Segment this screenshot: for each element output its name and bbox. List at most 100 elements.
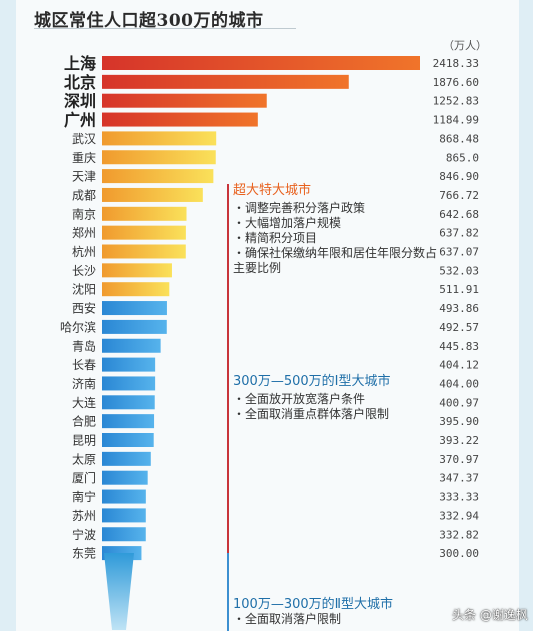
bar (102, 93, 267, 108)
category-label: 广州 (64, 111, 96, 130)
category-label: 南宁 (72, 489, 96, 504)
annotation-type1-city: 300万—500万的Ⅰ型大城市 ・全面放开放宽落户条件 ・全面取消重点群体落户限… (233, 374, 473, 422)
divider-line-tier2 (227, 357, 229, 553)
value-label: 493.86 (439, 302, 479, 315)
bar (102, 470, 148, 485)
bar (102, 56, 420, 70)
annotation-type2-heading: 100万—300万的Ⅱ型大城市 (233, 597, 394, 612)
category-label: 杭州 (72, 244, 96, 259)
value-label: 766.72 (439, 189, 479, 202)
bar (102, 489, 146, 504)
annotation-item: ・确保社保缴纳年限和居住年限分数占主要比例 (233, 246, 438, 275)
annotation-item: ・全面取消重点群体落户限制 (233, 407, 390, 421)
value-label: 333.33 (439, 491, 479, 504)
value-label: 511.91 (439, 283, 479, 296)
panel-background (16, 0, 519, 631)
annotation-item: ・全面放开放宽落户条件 (233, 392, 366, 406)
annotation-type2-city: 100万—300万的Ⅱ型大城市 ・全面取消落户限制 (233, 597, 473, 627)
value-label: 370.97 (439, 453, 479, 466)
bar (102, 338, 161, 353)
category-label: 长沙 (72, 264, 96, 278)
divider-line-tier3 (227, 553, 229, 631)
bar (102, 244, 186, 259)
category-label: 重庆 (72, 151, 96, 165)
bar (102, 206, 187, 221)
category-label: 苏州 (72, 509, 96, 523)
value-label: 332.82 (439, 528, 479, 541)
category-label: 济南 (72, 376, 96, 391)
title-underline (34, 28, 296, 29)
value-label: 332.94 (439, 509, 479, 522)
category-label: 北京 (64, 73, 96, 92)
divider-line-tier1 (227, 184, 229, 358)
unit-label: （万人） (443, 39, 487, 52)
chart-title: 城区常住人口超300万的城市 (34, 11, 264, 31)
category-label: 青岛 (72, 338, 96, 353)
value-label: 404.00 (439, 377, 479, 390)
bar (102, 414, 155, 429)
annotation-item: ・精简积分项目 (233, 231, 318, 245)
bar (102, 376, 156, 391)
bar (102, 112, 258, 127)
value-label: 492.57 (439, 321, 479, 334)
value-label: 532.03 (439, 264, 479, 277)
category-label: 长春 (72, 358, 96, 372)
category-label: 宁波 (72, 527, 96, 542)
value-label: 400.97 (439, 396, 479, 409)
bar (102, 451, 151, 466)
value-label: 1184.99 (433, 114, 479, 127)
value-label: 642.68 (439, 208, 479, 221)
category-label: 合肥 (72, 414, 96, 429)
category-label: 深圳 (64, 92, 96, 111)
bar (102, 74, 349, 89)
value-label: 1876.60 (433, 76, 479, 89)
bar (102, 527, 146, 542)
category-label: 沈阳 (72, 282, 96, 297)
annotation-item: ・全面取消落户限制 (233, 612, 342, 626)
bar (102, 131, 217, 146)
annotation-item: ・大幅增加落户规模 (233, 216, 342, 230)
category-label: 太原 (72, 451, 96, 466)
value-label: 445.83 (439, 340, 479, 353)
value-label: 868.48 (439, 132, 479, 145)
category-label: 成都 (72, 188, 96, 202)
funnel-taper-shape (104, 553, 134, 630)
annotation-megacity: 超大特大城市 ・调整完善积分落户政策 ・大幅增加落户规模 ・精简积分项目 ・确保… (233, 183, 473, 276)
bar (102, 433, 154, 447)
category-label: 大连 (72, 395, 96, 410)
value-label: 637.07 (439, 246, 479, 259)
category-label: 西安 (72, 301, 96, 316)
value-label: 1252.83 (433, 95, 479, 108)
category-label: 郑州 (72, 225, 96, 240)
category-label: 哈尔滨 (60, 319, 96, 334)
bars-group: 上海 2418.33 北京 1876.60 深圳 1252.83 广州 1184.99 武汉 86… (60, 54, 479, 561)
value-label: 865.0 (446, 151, 479, 164)
category-label: 南京 (72, 206, 96, 221)
annotation-item: ・调整完善积分落户政策 (233, 201, 366, 215)
value-label: 347.37 (439, 472, 479, 485)
category-label: 天津 (72, 170, 96, 184)
bar (102, 395, 155, 410)
value-label: 404.12 (439, 359, 479, 372)
bar (102, 301, 167, 316)
bar (102, 357, 156, 372)
watermark: 头条 @谢逸枫 (452, 608, 528, 622)
bar (102, 187, 203, 202)
value-label: 637.82 (439, 227, 479, 240)
value-label: 2418.33 (433, 57, 479, 70)
value-label: 393.22 (439, 434, 479, 447)
bar (102, 169, 214, 184)
bar (102, 150, 216, 165)
bar (102, 319, 167, 334)
category-label: 上海 (64, 54, 96, 73)
annotation-megacity-heading: 超大特大城市 (233, 183, 312, 198)
bar (102, 225, 186, 240)
value-label: 846.90 (439, 170, 479, 183)
category-label: 武汉 (72, 132, 96, 146)
bar (102, 508, 146, 523)
annotation-type1-heading: 300万—500万的Ⅰ型大城市 (233, 374, 391, 389)
category-label: 厦门 (72, 470, 96, 485)
category-label: 东莞 (72, 547, 96, 561)
